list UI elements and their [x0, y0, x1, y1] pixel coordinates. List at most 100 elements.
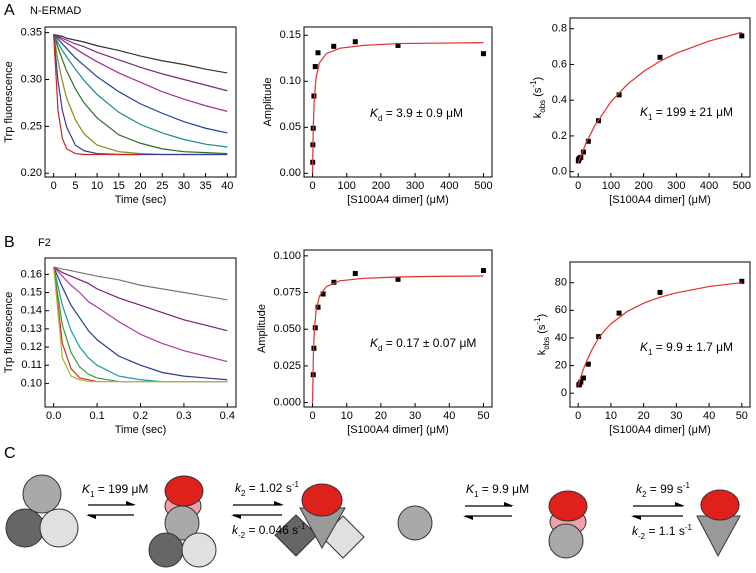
data-line [53, 34, 228, 156]
s100-shape [301, 483, 343, 517]
fit-annotation: K1 = 9.9 ± 1.7 μM [640, 340, 733, 356]
x-tick-label: 100 [338, 180, 356, 192]
arrow-head [86, 515, 96, 519]
y-tick-label: 0 [561, 387, 567, 399]
y-axis-title-part: ) [536, 314, 548, 318]
rate-label: k2 = 99 s-1 [636, 481, 690, 499]
x-axis-title: [S100A4 dimer] (μM) [609, 194, 711, 206]
x-tick-label: 25 [156, 180, 168, 192]
data-point [585, 361, 591, 367]
data-line [53, 34, 228, 155]
data-line [53, 33, 228, 112]
y-tick-label: 0.2 [552, 130, 567, 142]
protein-circle [397, 505, 433, 541]
s100-shape [700, 489, 740, 521]
data-point [395, 276, 401, 282]
y-tick-label: 0.000 [273, 397, 301, 409]
x-tick-label: 0 [51, 180, 57, 192]
data-point [331, 279, 337, 285]
y-axis-title-part: ) [532, 77, 544, 81]
data-line [53, 33, 228, 92]
protein-circle [22, 474, 62, 514]
rate-label-part: = 99 s [646, 482, 682, 496]
x-tick-label: 30 [670, 410, 682, 422]
x-tick-label: 0 [309, 410, 315, 422]
rate-label-part: k [232, 523, 239, 537]
data-point [352, 270, 358, 276]
data-point [315, 50, 321, 56]
scheme [5, 474, 741, 568]
rate-label: k-2 = 1.1 s-1 [632, 523, 692, 541]
fit-annotation: Kd = 0.17 ± 0.07 μM [370, 336, 476, 352]
fit-annotation-part: K [640, 105, 649, 119]
x-tick-label: 0.4 [220, 410, 235, 422]
x-tick-label: 50 [736, 410, 748, 422]
rate-label-part: 2 [241, 489, 246, 498]
protein-circle [548, 523, 584, 559]
rate-label-part: K [466, 482, 475, 496]
x-tick-label: 40 [221, 180, 233, 192]
y-tick-label: 0.30 [21, 73, 42, 85]
data-line [311, 275, 484, 403]
x-tick-label: 10 [91, 180, 103, 192]
x-tick-label: 300 [667, 180, 685, 192]
x-tick-label: 40 [703, 410, 715, 422]
x-tick-label: 30 [409, 410, 421, 422]
plot-frame [569, 261, 751, 408]
data-point [580, 375, 586, 381]
x-tick-label: 500 [474, 180, 492, 192]
panel-label: B [4, 234, 15, 251]
rate-label-part: -1 [683, 481, 691, 490]
data-point [331, 43, 337, 49]
data-point [616, 310, 622, 316]
data-line [311, 42, 484, 174]
fit-annotation-part: K [370, 106, 379, 120]
arrow-head [231, 515, 241, 519]
x-tick-label: 0 [575, 410, 581, 422]
data-line [53, 34, 228, 156]
s100-shape [548, 490, 588, 522]
y-axis-title: Trp fluorescence [3, 61, 15, 143]
y-tick-label: 0.16 [21, 268, 42, 280]
y-tick-label: 0.10 [280, 75, 301, 87]
rate-label: k-2 = 0.046 s-1 [232, 522, 306, 540]
fit-annotation-part: = 199 ± 21 μM [652, 105, 733, 119]
fit-annotation-part: K [370, 336, 379, 350]
x-axis-title: Time (sec) [115, 424, 167, 436]
data-line [53, 267, 228, 383]
x-tick-label: 20 [375, 410, 387, 422]
x-axis-title: [S100A4 dimer] (μM) [347, 424, 449, 436]
y-tick-label: 40 [555, 332, 567, 344]
x-tick-label: 200 [372, 180, 390, 192]
y-axis-title-part: (s [532, 87, 544, 100]
y-tick-label: 80 [555, 277, 567, 289]
data-point [585, 138, 591, 144]
protein-triangle [696, 515, 741, 558]
y-axis-title-part: -1 [529, 80, 538, 88]
y-tick-label: 0.4 [552, 94, 567, 106]
rate-label-part: = 1.1 s [645, 524, 685, 538]
rate-label-part: -1 [298, 522, 306, 531]
s100-shape [164, 475, 204, 507]
x-tick-label: 100 [602, 180, 620, 192]
rate-label-part: K [82, 482, 91, 496]
data-point [616, 92, 622, 98]
x-tick-label: 0.0 [46, 410, 61, 422]
y-tick-label: 0.20 [21, 167, 42, 179]
y-tick-label: 0.15 [280, 29, 301, 41]
x-tick-label: 200 [634, 180, 652, 192]
x-tick-label: 400 [700, 180, 718, 192]
x-tick-label: 0.3 [176, 410, 191, 422]
protein-square [274, 514, 318, 557]
fit-annotation-part: 1 [648, 348, 653, 357]
plot-frame [569, 17, 751, 178]
data-line [53, 34, 228, 148]
y-tick-label: 0.11 [21, 359, 42, 371]
arrow-head [675, 502, 685, 506]
rate-label-part: = 0.046 s [245, 523, 298, 537]
rate-label-part: = 1.02 s [245, 481, 291, 495]
data-point [657, 54, 663, 60]
rate-label-part: k [235, 481, 242, 495]
plot-frame [303, 26, 493, 178]
